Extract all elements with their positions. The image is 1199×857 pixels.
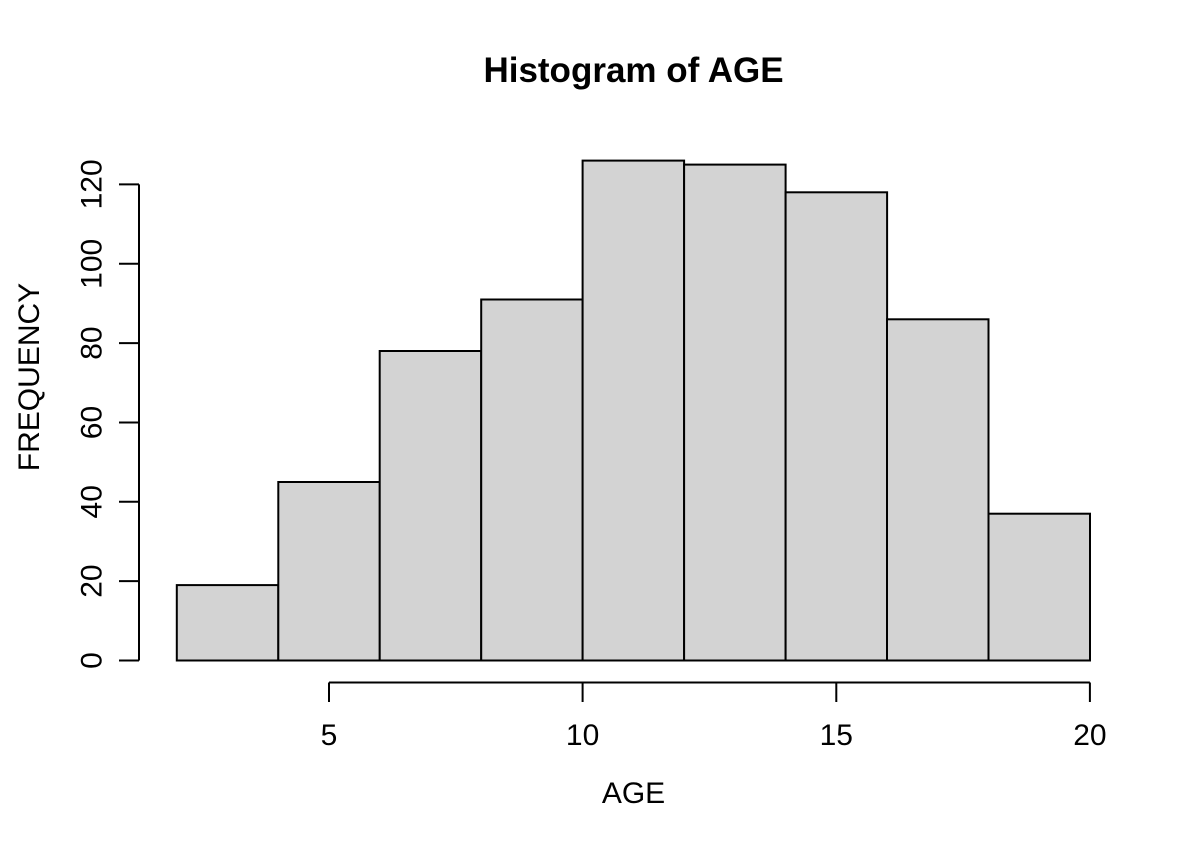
x-tick-label: 10 — [566, 719, 599, 752]
y-tick-label: 20 — [76, 564, 109, 597]
y-tick-label: 60 — [76, 406, 109, 439]
histogram-bar — [784, 191, 889, 662]
histogram-bar — [886, 318, 990, 662]
histogram-bar — [581, 159, 686, 662]
y-tick-label: 40 — [76, 485, 109, 518]
x-tick-label: 15 — [820, 719, 853, 752]
chart-title: Histogram of AGE — [483, 51, 784, 90]
y-axis-label: FREQUENCY — [13, 282, 46, 472]
x-axis-label: AGE — [601, 777, 666, 810]
histogram-bar — [378, 350, 483, 662]
histogram-bar — [175, 584, 280, 662]
y-tick-label: 100 — [76, 239, 109, 289]
y-tick-label: 0 — [76, 652, 109, 669]
histogram-bar — [277, 481, 381, 662]
histogram-bar — [683, 163, 787, 662]
histogram-bar — [480, 298, 584, 662]
x-tick-label: 5 — [321, 719, 338, 752]
y-tick-label: 80 — [76, 326, 109, 359]
histogram-bar — [987, 512, 1091, 662]
x-tick-label: 20 — [1073, 719, 1106, 752]
y-tick-label: 120 — [76, 159, 109, 209]
